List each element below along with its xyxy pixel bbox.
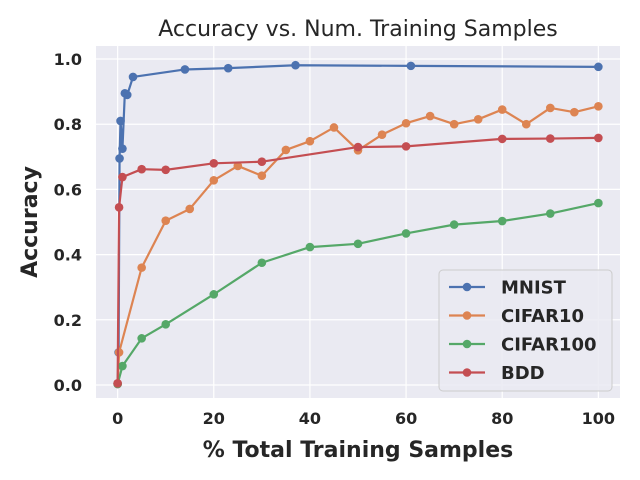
- legend-item-cifar100: CIFAR100: [449, 335, 597, 356]
- data-point: [401, 229, 411, 238]
- data-point: [305, 242, 315, 252]
- data-point: [137, 334, 146, 343]
- y-tick-label: 0.8: [54, 115, 82, 134]
- legend-label: BDD: [501, 363, 545, 384]
- legend: MNIST CIFAR10 CIFAR100 BDD: [438, 269, 613, 392]
- data-point: [128, 72, 138, 82]
- data-point: [594, 198, 603, 208]
- data-point: [497, 216, 507, 226]
- data-point: [209, 175, 219, 185]
- data-point: [118, 361, 127, 371]
- data-point: [401, 142, 411, 151]
- y-tick-label: 0.0: [54, 376, 82, 395]
- data-point: [223, 63, 233, 73]
- data-point: [377, 130, 387, 139]
- data-point: [473, 115, 483, 124]
- y-tick-label: 0.6: [54, 180, 82, 199]
- legend-label: CIFAR100: [501, 335, 597, 356]
- data-point: [122, 90, 132, 100]
- series-line: [116, 136, 599, 384]
- data-point: [161, 320, 171, 329]
- data-point: [329, 123, 339, 132]
- data-point: [185, 204, 195, 214]
- x-tick-label: 40: [299, 409, 321, 428]
- data-point: [594, 101, 603, 111]
- grid-lines: [96, 46, 620, 398]
- data-point: [114, 203, 124, 212]
- legend-item-cifar10: CIFAR10: [449, 306, 584, 327]
- data-point: [116, 116, 125, 126]
- data-point: [425, 111, 435, 121]
- legend-marker: [462, 282, 472, 292]
- data-point: [406, 61, 416, 71]
- data-point: [209, 290, 219, 299]
- data-point: [113, 379, 122, 388]
- data-point: [257, 157, 267, 167]
- data-point: [281, 145, 291, 155]
- data-point: [353, 239, 363, 249]
- data-point: [118, 144, 127, 153]
- data-point: [180, 65, 190, 74]
- data-point: [594, 133, 603, 143]
- data-point: [521, 119, 531, 129]
- legend-item-bdd: BDD: [449, 363, 545, 384]
- data-point: [497, 105, 507, 114]
- data-point: [305, 136, 315, 146]
- data-point: [291, 60, 300, 70]
- data-point: [161, 165, 171, 175]
- y-tick-label: 0.4: [54, 246, 82, 265]
- series-line: [116, 105, 599, 385]
- y-tick-label: 0.2: [54, 311, 82, 330]
- data-point: [115, 154, 124, 163]
- data-point: [353, 142, 363, 152]
- x-tick-label: 20: [203, 409, 225, 428]
- legend-label: MNIST: [501, 278, 567, 299]
- data-point: [545, 209, 555, 218]
- data-point: [233, 161, 243, 171]
- x-axis-label: % Total Training Samples: [203, 438, 513, 463]
- data-point: [209, 159, 219, 168]
- series-bdd: [113, 133, 603, 388]
- data-point: [570, 107, 579, 117]
- data-point: [257, 258, 267, 268]
- data-point: [257, 171, 267, 181]
- data-point: [594, 62, 603, 72]
- data-point: [137, 263, 146, 272]
- legend-marker: [462, 368, 472, 377]
- x-tick-label: 100: [582, 409, 615, 428]
- legend-marker: [462, 339, 472, 349]
- data-point: [137, 164, 146, 174]
- data-point: [497, 134, 507, 144]
- axis-ticks: 0 20 40 60 80 100 0.0 0.2 0.4 0.6 0.8 1.0: [54, 50, 615, 428]
- y-axis-label: Accuracy: [18, 166, 43, 278]
- data-point: [449, 119, 459, 129]
- series-layer: [113, 60, 603, 389]
- x-tick-label: 60: [395, 409, 417, 428]
- legend-label: CIFAR10: [501, 306, 584, 327]
- x-tick-label: 0: [112, 409, 123, 428]
- data-point: [161, 216, 171, 225]
- data-point: [401, 118, 411, 128]
- legend-marker: [462, 311, 472, 320]
- legend-item-mnist: MNIST: [449, 278, 567, 299]
- data-point: [449, 220, 459, 229]
- y-tick-label: 1.0: [54, 50, 82, 69]
- chart-title: Accuracy vs. Num. Training Samples: [158, 17, 557, 42]
- x-tick-label: 80: [491, 409, 513, 428]
- data-point: [114, 348, 124, 357]
- data-point: [118, 172, 127, 182]
- data-point: [545, 134, 555, 143]
- legend-box: [438, 269, 613, 392]
- data-point: [545, 103, 555, 113]
